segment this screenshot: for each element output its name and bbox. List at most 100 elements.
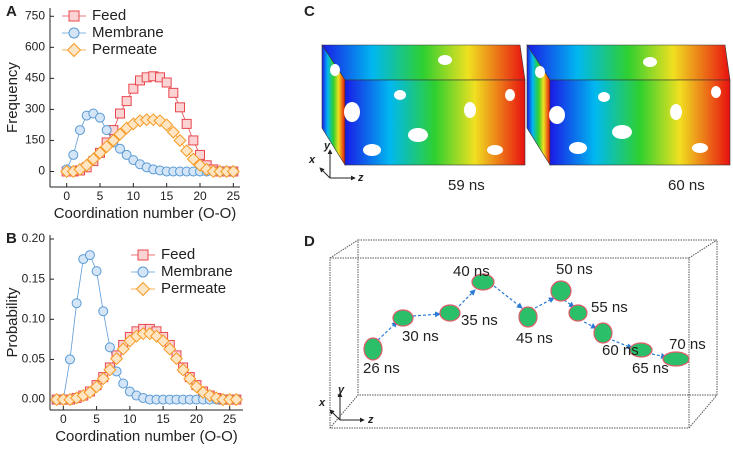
marker bbox=[106, 133, 120, 147]
marker bbox=[188, 135, 199, 146]
y-tick-label: 0.10 bbox=[22, 311, 46, 325]
legend-label: Permeate bbox=[161, 280, 226, 297]
legend-label: Membrane bbox=[92, 24, 164, 41]
marker bbox=[109, 352, 124, 366]
marker bbox=[80, 158, 94, 172]
marker bbox=[90, 380, 104, 394]
marker bbox=[173, 133, 187, 147]
y-tick-label: 600 bbox=[25, 39, 45, 53]
marker bbox=[180, 144, 194, 158]
x-tick-label: 15 bbox=[160, 189, 174, 203]
marker bbox=[155, 72, 165, 83]
marker bbox=[226, 164, 240, 179]
marker bbox=[66, 42, 82, 58]
x-tick-label: 0 bbox=[60, 412, 67, 426]
marker bbox=[128, 83, 139, 94]
time-label: 60 ns bbox=[602, 342, 639, 359]
axis-letter: x bbox=[308, 154, 316, 166]
marker bbox=[95, 112, 105, 123]
marker bbox=[156, 334, 170, 348]
y-tick-label: 0 bbox=[38, 164, 45, 178]
marker bbox=[168, 87, 179, 98]
y-tick-label: 0.20 bbox=[22, 231, 46, 245]
x-axis-title: Coordination number (O-O) bbox=[55, 428, 238, 445]
x-tick-label: 25 bbox=[227, 189, 241, 203]
time-label: 59 ns bbox=[448, 177, 485, 194]
time-label: 26 ns bbox=[363, 360, 400, 377]
x-tick-label: 10 bbox=[127, 189, 141, 203]
marker bbox=[86, 152, 100, 166]
marker bbox=[229, 393, 243, 407]
marker bbox=[64, 354, 75, 365]
panel-c: C 59 ns 60 ns x y z bbox=[304, 3, 731, 194]
legend-label: Membrane bbox=[161, 263, 233, 280]
marker bbox=[68, 27, 80, 39]
marker bbox=[196, 385, 210, 399]
marker bbox=[181, 118, 192, 129]
marker bbox=[121, 149, 132, 160]
marker bbox=[186, 152, 200, 166]
axis-letter: x bbox=[318, 397, 326, 409]
marker bbox=[183, 372, 197, 386]
time-label: 45 ns bbox=[516, 330, 553, 347]
x-tick-label: 15 bbox=[156, 412, 170, 426]
marker bbox=[189, 380, 203, 394]
y-tick-label: 450 bbox=[25, 71, 45, 85]
marker bbox=[166, 125, 180, 139]
x-tick-label: 20 bbox=[193, 189, 207, 203]
chart: B 0.00 0.05 0.10 0.15 0.20 0 5 10 15 20 25 Coordinat… bbox=[4, 230, 243, 445]
x-axis-title: Coordination number (O-O) bbox=[54, 205, 237, 222]
marker bbox=[137, 249, 149, 261]
panel-letter: A bbox=[6, 3, 17, 20]
marker bbox=[175, 102, 185, 113]
marker bbox=[113, 127, 127, 141]
marker bbox=[93, 146, 107, 160]
marker bbox=[96, 372, 110, 386]
marker bbox=[163, 342, 177, 356]
marker bbox=[135, 281, 151, 297]
y-tick-label: 300 bbox=[25, 102, 45, 116]
panel-letter: B bbox=[6, 230, 17, 247]
axis-letter: y bbox=[323, 140, 331, 152]
time-label: 40 ns bbox=[453, 263, 490, 280]
axis-letter: z bbox=[367, 414, 374, 426]
time-label: 50 ns bbox=[556, 261, 593, 278]
panel-letter: D bbox=[304, 233, 315, 250]
y-tick-label: 750 bbox=[25, 8, 45, 22]
marker bbox=[103, 363, 117, 377]
time-label: 70 ns bbox=[669, 336, 706, 353]
axis-letter: y bbox=[337, 384, 345, 396]
marker bbox=[161, 77, 172, 88]
axis-letter: z bbox=[357, 172, 364, 184]
marker bbox=[169, 352, 184, 366]
marker bbox=[176, 363, 190, 377]
x-tick-label: 20 bbox=[190, 412, 204, 426]
x-tick-label: 25 bbox=[223, 412, 237, 426]
trajectory-arrows bbox=[377, 285, 667, 359]
marker bbox=[104, 342, 115, 353]
marker bbox=[118, 378, 129, 389]
marker bbox=[101, 125, 112, 136]
marker bbox=[75, 125, 85, 136]
x-tick-label: 5 bbox=[97, 189, 104, 203]
molecule-blobs bbox=[363, 273, 690, 367]
legend-label: Feed bbox=[161, 246, 195, 263]
y-tick-label: 0.15 bbox=[22, 271, 46, 285]
marker bbox=[84, 250, 95, 261]
y-tick-label: 0.05 bbox=[22, 352, 46, 366]
box-image bbox=[526, 43, 731, 167]
x-tick-label: 0 bbox=[63, 189, 70, 203]
x-tick-label: 10 bbox=[123, 412, 137, 426]
y-axis-title: Probability bbox=[4, 287, 21, 358]
time-label: 35 ns bbox=[461, 312, 498, 329]
y-tick-label: 0.00 bbox=[22, 392, 46, 406]
marker bbox=[115, 143, 125, 154]
legend-label: Permeate bbox=[92, 41, 157, 58]
